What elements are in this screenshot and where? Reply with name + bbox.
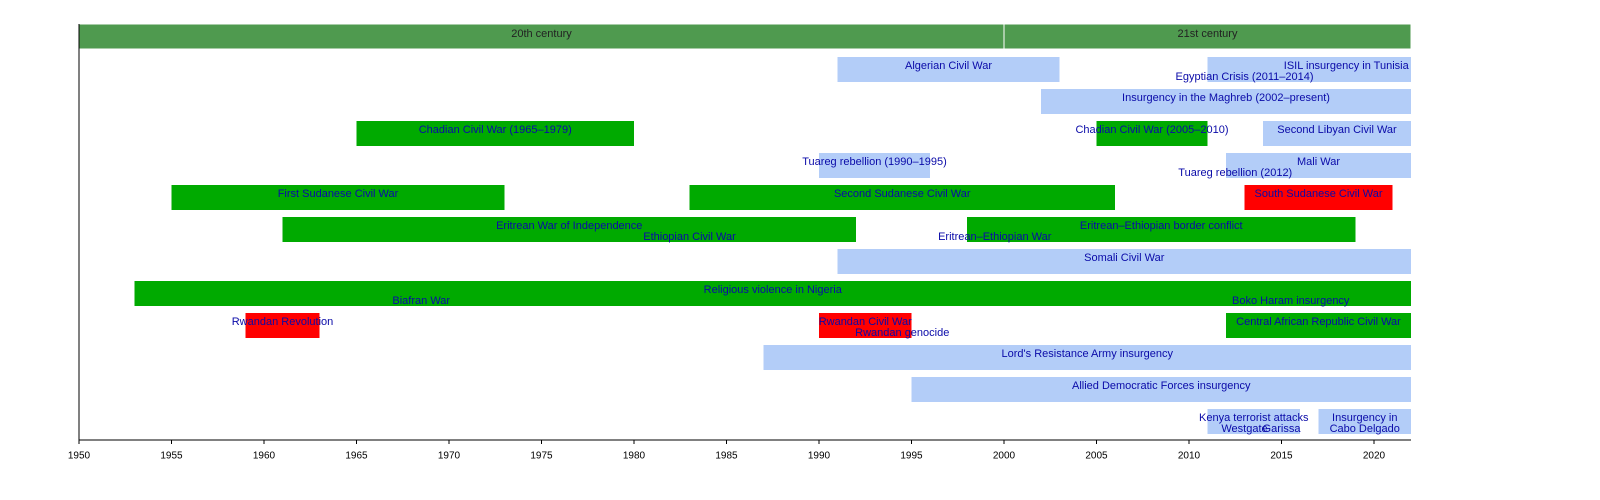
bar — [967, 217, 1356, 242]
bar-label: Chadian Civil War (2005–2010) — [1075, 124, 1228, 136]
x-tick-label: 1980 — [623, 451, 646, 462]
bar-label: Somali Civil War — [1084, 252, 1165, 264]
x-tick-label: 1955 — [160, 451, 183, 462]
x-tick-label: 2005 — [1085, 451, 1108, 462]
bar — [689, 185, 1115, 210]
bar — [245, 313, 320, 338]
bar-label: Lord's Resistance Army insurgency — [1002, 348, 1174, 360]
era-band — [78, 23, 1005, 50]
bar-label: Boko Haram insurgency — [1232, 295, 1350, 307]
bar — [1096, 121, 1208, 146]
x-tick-label: 1960 — [253, 451, 276, 462]
x-tick-label: 1985 — [715, 451, 738, 462]
bar-label: Eritrean–Ethiopian War — [938, 231, 1052, 243]
bar — [837, 249, 1411, 274]
bar-label: Rwandan Civil War — [819, 316, 912, 328]
era-label: 20th century — [511, 28, 572, 40]
x-tick-label: 2015 — [1270, 451, 1293, 462]
bar-labels: Algerian Civil War Egyptian Crisis (2011–… — [232, 60, 1410, 435]
bar-label: Kenya terrorist attacks — [1199, 412, 1309, 424]
bar — [393, 281, 449, 306]
era-band — [1003, 23, 1412, 50]
bar-label: Religious violence in Nigeria — [704, 284, 843, 296]
bar-label: Egyptian Crisis (2011–2014) — [1176, 71, 1314, 83]
bar — [763, 345, 1411, 370]
bar — [1318, 409, 1411, 434]
bar-label: Second Libyan Civil War — [1277, 124, 1397, 136]
bar — [893, 313, 912, 338]
bar — [1263, 121, 1411, 146]
x-tick-label: 2010 — [1178, 451, 1201, 462]
x-axis: 1950 1955 1960 1965 1970 1975 1980 1985 1990 1995… — [68, 24, 1411, 462]
era-header: 20th century 21st century — [78, 23, 1412, 50]
bar-label: Ethiopian Civil War — [643, 231, 736, 243]
x-tick-label: 1995 — [900, 451, 923, 462]
bar — [1170, 281, 1411, 306]
bar-label: Cabo Delgado — [1330, 423, 1400, 435]
bar — [1244, 185, 1393, 210]
bar — [837, 57, 1060, 82]
bar — [1207, 57, 1282, 82]
x-tick-label: 1975 — [530, 451, 553, 462]
bar — [523, 217, 856, 242]
bar-label: Biafran War — [392, 295, 450, 307]
bar-label: Algerian Civil War — [905, 60, 992, 72]
bar — [1226, 313, 1411, 338]
bars — [134, 57, 1411, 434]
bar-label: Eritrean War of Independence — [496, 220, 642, 232]
bar — [1041, 89, 1411, 114]
bar-label: Central African Republic Civil War — [1236, 316, 1401, 328]
bar-label: Rwandan genocide — [855, 327, 949, 339]
bar-label: South Sudanese Civil War — [1255, 188, 1383, 200]
bar-label: ISIL insurgency in Tunisia — [1284, 60, 1410, 72]
bar-label: Insurgency in — [1332, 412, 1397, 424]
bar — [911, 377, 1411, 402]
x-tick-label: 2000 — [993, 451, 1016, 462]
x-tick-label: 1950 — [68, 451, 91, 462]
bar-label: Tuareg rebellion (1990–1995) — [802, 156, 947, 168]
bar-label: Chadian Civil War (1965–1979) — [419, 124, 572, 136]
x-tick-label: 1965 — [345, 451, 368, 462]
bar-label: Second Sudanese Civil War — [834, 188, 971, 200]
bar-label: Rwandan Revolution — [232, 316, 334, 328]
bar-label: First Sudanese Civil War — [278, 188, 399, 200]
bar-label: Insurgency in the Maghreb (2002–present) — [1122, 92, 1330, 104]
bar — [819, 153, 930, 178]
bar — [356, 121, 634, 146]
x-tick-label: 2020 — [1363, 451, 1386, 462]
x-tick-label: 1990 — [808, 451, 831, 462]
bar-label: Mali War — [1297, 156, 1340, 168]
bar — [1281, 57, 1411, 82]
bar-label: Westgate — [1221, 423, 1267, 435]
bar — [1207, 409, 1300, 434]
bar-label: Eritrean–Ethiopian border conflict — [1080, 220, 1243, 232]
bar — [171, 185, 505, 210]
bar — [1226, 153, 1245, 178]
bar — [967, 217, 1023, 242]
bar-label: Allied Democratic Forces insurgency — [1072, 380, 1251, 392]
bar — [1226, 153, 1411, 178]
bar-label: Garissa — [1263, 423, 1302, 435]
bar-label: Tuareg rebellion (2012) — [1178, 167, 1292, 179]
x-tick-label: 1970 — [438, 451, 461, 462]
era-label: 21st century — [1178, 28, 1238, 40]
